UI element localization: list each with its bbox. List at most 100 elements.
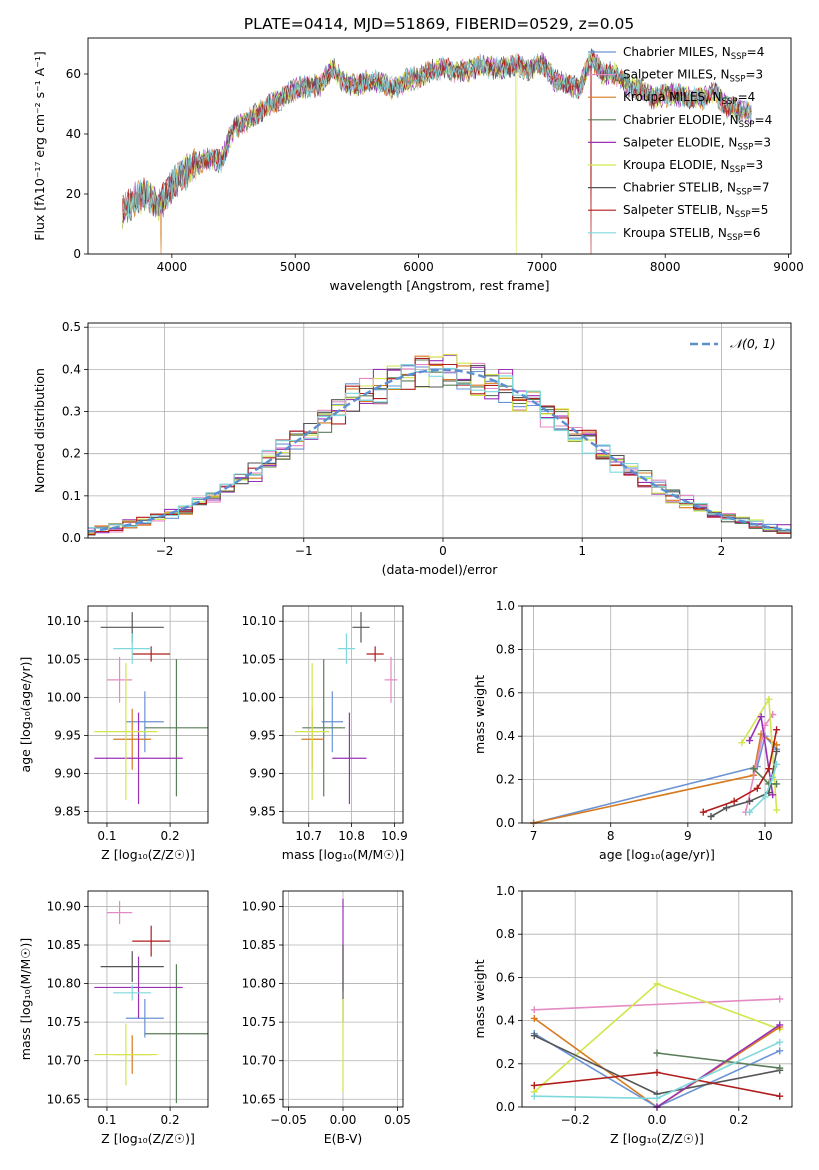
y-tick-label: 9.95 [54, 728, 81, 742]
y-axis-label: mass weight [472, 675, 487, 754]
histogram-legend: 𝒩(0, 1) [690, 336, 776, 351]
mass-weight-series [533, 734, 778, 824]
spectrum-frame [87, 37, 792, 255]
x-tick-label: −1 [295, 544, 313, 558]
mass-weight-marker [753, 784, 761, 792]
y-tick-label: 10.80 [242, 977, 276, 991]
y-tick-label: 10.75 [242, 1015, 276, 1029]
legend-label: Chabrier STELIB, NSSP=7 [623, 181, 770, 198]
x-tick-label: 1 [578, 544, 586, 558]
y-tick-label: 0.6 [496, 970, 515, 984]
mass-vs-Z-axes: 0.1 0.2 10.65 10.70 10.75 10.80 10.85 10.90 [47, 891, 208, 1127]
x-tick-label: 10 [757, 829, 772, 843]
mass-weight-marker [749, 765, 757, 773]
mass-weight-marker [746, 797, 754, 805]
spectrum-series-line [122, 52, 752, 254]
mass-weight-marker [773, 780, 781, 788]
errorbar-points [94, 901, 208, 1104]
mass-weight-marker [722, 804, 730, 812]
x-tick-label: 10.7 [295, 829, 322, 843]
y-axis-label: Flux [fλ10⁻¹⁷ erg cm⁻² s⁻¹ A⁻¹] [32, 51, 47, 240]
residual-histogram-axes: −2 −1 0 1 2 0.0 0.1 0.2 0.3 0.4 0.5 [62, 320, 791, 558]
x-axis-label: (data-model)/error [382, 562, 499, 577]
errorbar-point [94, 712, 183, 804]
mass-weight-marker [776, 995, 784, 1003]
errorbar-point [106, 657, 133, 703]
mass-weight-series [749, 764, 778, 813]
x-tick-label: 0.00 [330, 1113, 357, 1127]
errorbar-point [366, 646, 384, 662]
y-tick-label: 40 [66, 127, 81, 141]
legend-label: Salpeter MILES, NSSP=3 [623, 68, 763, 85]
mass-weight-marker [761, 793, 769, 801]
mass-vs-EBV-axes: −0.05 0.00 0.05 10.65 10.70 10.75 10.80 10.85 10… [242, 891, 411, 1127]
y-tick-label: 0.6 [496, 686, 515, 700]
y-tick-label: 9.90 [54, 767, 81, 781]
age-vs-Z-frame [87, 605, 209, 824]
errorbar-point [94, 663, 158, 801]
errorbar-point [125, 691, 164, 753]
age-vs-mass-axes: 10.7 10.8 10.9 9.85 9.90 9.95 10.00 10.05 10.10 [242, 606, 408, 843]
mass-weight-series [533, 732, 778, 824]
errorbar-point [144, 964, 208, 1104]
mass-weight-vs-Z-frame [521, 890, 793, 1108]
mass-weight-marker [653, 980, 661, 988]
x-tick-label: 0 [439, 544, 447, 558]
mass-weight-marker [530, 1092, 538, 1100]
x-tick-label: 0.2 [161, 1113, 180, 1127]
mass-weight-marker [765, 695, 773, 703]
y-tick-label: 0.2 [496, 773, 515, 787]
y-tick-label: 9.90 [249, 767, 276, 781]
y-tick-label: 0.8 [496, 642, 515, 656]
x-tick-label: 7000 [527, 260, 558, 274]
mass-weight-marker [699, 808, 707, 816]
y-tick-label: 10.70 [47, 1054, 81, 1068]
x-tick-label: 10.9 [381, 829, 408, 843]
x-tick-label: 0.05 [384, 1113, 411, 1127]
mass-weight-marker [776, 1047, 784, 1055]
spectrum-lines [122, 47, 752, 254]
y-axis-label: mass weight [472, 959, 487, 1038]
mass-weight-series [656, 1052, 780, 1069]
legend-label: Salpeter ELODIE, NSSP=3 [623, 135, 771, 152]
errorbar-point [113, 633, 152, 664]
y-tick-label: 10.05 [47, 652, 81, 666]
x-tick-label: 4000 [157, 260, 188, 274]
legend-label: Kroupa STELIB, NSSP=6 [623, 226, 761, 243]
x-axis-label: Z [log₁₀(Z/Z☉)] [610, 1131, 704, 1146]
x-tick-label: 10.8 [338, 829, 365, 843]
y-tick-label: 9.85 [54, 805, 81, 819]
errorbar-point [332, 712, 367, 804]
x-tick-label: 9000 [773, 260, 804, 274]
y-tick-label: 10.00 [242, 690, 276, 704]
legend-label: Chabrier ELODIE, NSSP=4 [623, 113, 772, 130]
mass-weight-marker [769, 791, 777, 799]
x-axis-label: Z [log₁₀(Z/Z☉)] [101, 1131, 195, 1146]
mass-weight-lines [530, 695, 781, 826]
x-tick-label: 8000 [650, 260, 681, 274]
y-tick-label: 0.4 [496, 1014, 515, 1028]
y-tick-label: 10.10 [47, 614, 81, 628]
spectrum-axes: 4000 5000 6000 7000 8000 9000 0 20 40 60 [66, 67, 804, 274]
x-axis-label: age [log₁₀(age/yr)] [599, 847, 715, 862]
x-axis-label: mass [log₁₀(M/M☉)] [282, 847, 404, 862]
legend-label: Kroupa ELODIE, NSSP=3 [623, 158, 763, 175]
y-tick-label: 10.65 [47, 1092, 81, 1106]
y-tick-label: 0.2 [496, 1057, 515, 1071]
y-tick-label: 1.0 [496, 599, 515, 613]
x-tick-label: 9 [684, 829, 692, 843]
mass-weight-marker [530, 1032, 538, 1040]
errorbar-point [94, 956, 183, 1019]
mass-weight-marker [773, 747, 781, 755]
mass-weight-marker [530, 1081, 538, 1089]
errorbar-point [337, 633, 355, 664]
mass-weight-marker [707, 812, 715, 820]
normal-curve [88, 368, 790, 533]
mass-weight-marker [776, 1064, 784, 1072]
mass-weight-marker [530, 1006, 538, 1014]
y-tick-label: 20 [66, 187, 81, 201]
mass-weight-marker [746, 737, 754, 745]
legend-label: Chabrier MILES, NSSP=4 [623, 45, 764, 62]
x-tick-label: −0.05 [270, 1113, 307, 1127]
legend-label: Salpeter STELIB, NSSP=5 [623, 203, 768, 220]
